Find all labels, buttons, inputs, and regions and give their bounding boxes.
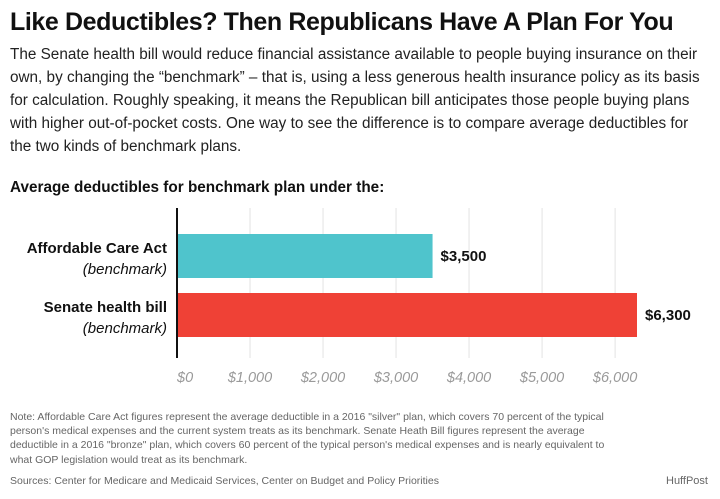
value-label: $3,500 — [441, 248, 487, 265]
category-label: Senate health bill — [44, 299, 167, 316]
headline: Like Deductibles? Then Republicans Have … — [10, 8, 674, 36]
bar — [177, 293, 637, 337]
source-line: Sources: Center for Medicare and Medicai… — [10, 475, 439, 487]
bar-chart: Affordable Care Act (benchmark) $3,500 Sena… — [27, 208, 691, 386]
bar — [177, 234, 433, 278]
x-tick-label: $0 — [176, 370, 193, 386]
category-qualifier: (benchmark) — [83, 261, 167, 278]
x-tick-label: $4,000 — [446, 370, 491, 386]
intro-paragraph: The Senate health bill would reduce fina… — [10, 46, 700, 155]
x-tick-label: $2,000 — [300, 370, 345, 386]
category-label: Affordable Care Act — [27, 240, 167, 257]
x-tick-label: $5,000 — [519, 370, 564, 386]
chart-title: Average deductibles for benchmark plan u… — [10, 179, 385, 196]
value-label: $6,300 — [645, 307, 691, 324]
brand-logo: HuffPost — [666, 475, 708, 487]
footnote: Note: Affordable Care Act figures repres… — [10, 411, 605, 466]
x-tick-label: $6,000 — [592, 370, 637, 386]
category-qualifier: (benchmark) — [83, 320, 167, 337]
x-tick-label: $1,000 — [227, 370, 272, 386]
x-tick-label: $3,000 — [373, 370, 418, 386]
